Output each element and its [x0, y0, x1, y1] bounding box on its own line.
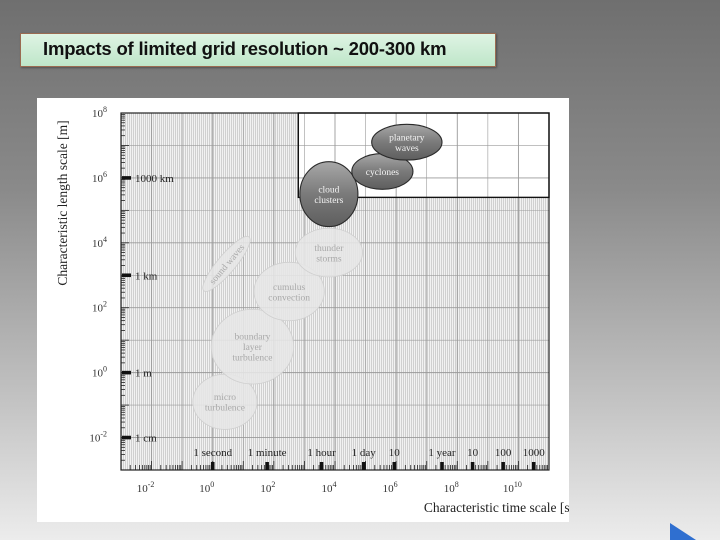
slide-title: Impacts of limited grid resolution ~ 200… [43, 38, 447, 59]
x-tick-label: 100 [199, 480, 214, 495]
y-tick-label: 104 [92, 235, 107, 250]
time-marker-label: 1000 [523, 447, 546, 459]
phenomenon-ellipse [371, 123, 443, 161]
x-axis-ticks: 10-2 100 102 104 106 108 1010 [137, 480, 522, 495]
length-marker-tick [122, 273, 131, 278]
time-marker-label: 100 [495, 447, 512, 459]
time-marker-tick [501, 462, 505, 470]
phenomenon-label: micro [214, 393, 236, 403]
time-marker-tick [470, 462, 475, 470]
length-marker-tick [122, 435, 131, 440]
phenomenon-ellipse [202, 235, 251, 292]
x-tick-label: 102 [260, 480, 275, 495]
y-tick-label: 106 [92, 170, 107, 185]
scale-diagram-svg: microturbulenceboundarylayerturbulencecu… [55, 105, 569, 515]
phenomenon-label: layer [243, 343, 263, 353]
x-tick-label: 108 [444, 480, 459, 495]
x-tick-label: 10-2 [137, 480, 155, 495]
length-markers: 1000 km 1 km 1 m 1 cm [122, 173, 174, 445]
y-tick-label: 108 [92, 105, 107, 120]
x-tick-label: 104 [322, 480, 337, 495]
y-axis-ticks: 10-2 100 102 104 106 108 [89, 105, 107, 445]
x-tick-label: 106 [383, 480, 398, 495]
time-marker-label: 10 [467, 447, 479, 459]
scale-diagram-figure: micro turbulence boundary layer turbulence cu… [37, 98, 569, 522]
phenomenon-ellipse [210, 308, 295, 385]
phenomenon-label: cyclones [366, 168, 400, 178]
time-marker-label: 10 [389, 447, 401, 459]
phenomenon-ellipse [253, 261, 325, 322]
phenomenon-label: thunder [314, 244, 344, 254]
time-marker-tick [531, 462, 536, 470]
time-markers: 1 second 1 minute 1 hour 1 day 10 1 year 10 100… [193, 447, 545, 470]
phenomenon-label: turbulence [205, 404, 245, 414]
phenomenon-label: storms [316, 254, 342, 264]
time-marker-label: 1 minute [248, 447, 287, 459]
time-marker-label: 1 second [193, 447, 232, 459]
slide-title-box: Impacts of limited grid resolution ~ 200… [20, 33, 496, 67]
length-marker-label: 1 km [135, 270, 158, 282]
play-arrow-icon[interactable] [668, 521, 698, 540]
length-marker-label: 1000 km [135, 173, 174, 185]
time-marker-tick [361, 462, 366, 470]
length-marker-label: 1 m [135, 368, 152, 380]
length-marker-tick [122, 370, 131, 375]
phenomenon-label: waves [395, 144, 419, 154]
time-marker-label: 1 year [428, 447, 456, 459]
phenomenon-label: turbulence [232, 354, 272, 364]
phenomenon-ellipse [299, 161, 359, 228]
time-marker-tick [265, 462, 269, 470]
time-marker-label: 1 day [352, 447, 377, 459]
time-marker-tick [440, 462, 444, 470]
phenomenon-ellipse [294, 227, 363, 278]
time-marker-tick [210, 462, 215, 470]
time-marker-tick [319, 462, 324, 470]
x-tick-label: 1010 [503, 480, 522, 495]
phenomenon-label: planetary [389, 133, 425, 143]
phenomenon-label: cumulus [273, 283, 305, 293]
time-marker-tick [392, 462, 397, 470]
phenomenon-label: cloud [318, 185, 339, 195]
y-tick-label: 10-2 [89, 430, 107, 445]
phenomenon-label: boundary [235, 333, 271, 343]
y-tick-label: 100 [92, 365, 107, 380]
phenomenon-label: clusters [314, 196, 343, 206]
resolved-region-outline [297, 112, 550, 199]
length-marker-tick [122, 176, 131, 180]
time-marker-label: 1 hour [307, 447, 336, 459]
y-axis-label: Characteristic length scale [m] [55, 120, 70, 285]
x-axis-label: Characteristic time scale [s] [424, 500, 569, 515]
y-tick-label: 102 [92, 300, 107, 315]
phenomenon-label: convection [268, 293, 310, 303]
length-marker-label: 1 cm [135, 433, 157, 445]
